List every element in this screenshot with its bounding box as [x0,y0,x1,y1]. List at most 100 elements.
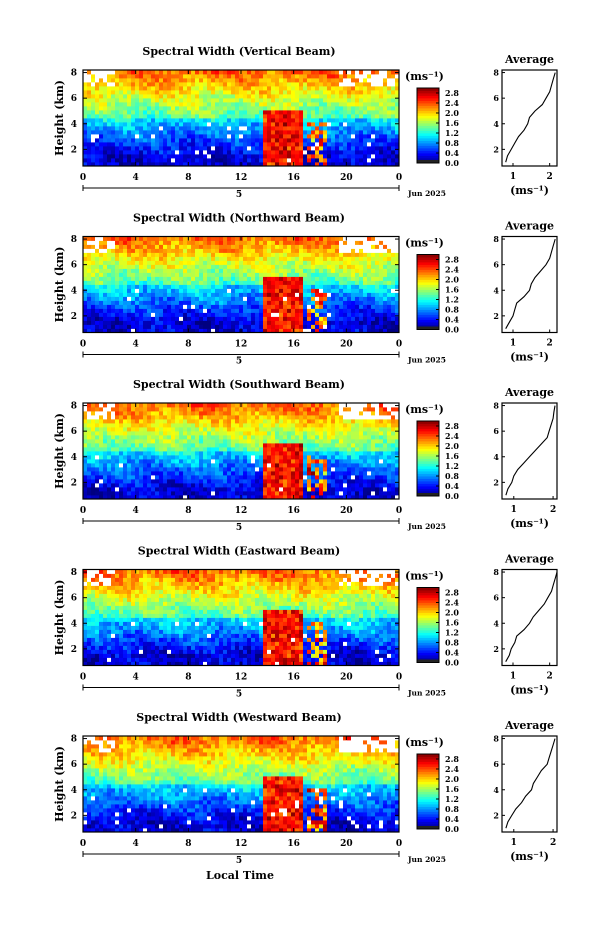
heatmap-cell [395,284,400,289]
heatmap-cell [159,150,164,155]
heatmap-cell [339,162,344,167]
heatmap-cell [95,118,100,123]
heatmap-cell [179,300,184,305]
heatmap-cell [371,296,376,301]
heatmap-cell [211,419,216,424]
heatmap-cell [251,248,256,253]
heatmap-cell [379,260,384,265]
heatmap-cell [135,130,140,135]
heatmap-cell [179,491,184,496]
heatmap-cell [319,280,324,285]
heatmap-cell [155,407,160,412]
heatmap-cell [159,316,164,321]
heatmap-cell [131,328,136,333]
heatmap-cell [147,82,152,87]
heatmap-cell [219,90,224,95]
heatmap-cell [339,98,344,103]
heatmap-cell [203,296,208,301]
heatmap-cell [239,300,244,305]
heatmap-cell [167,471,172,476]
heatmap-cell [191,110,196,115]
heatmap-cell [335,248,340,253]
profile-y-tick-label: 4 [493,285,499,295]
heatmap-cell [331,324,336,329]
heatmap-cell [95,98,100,103]
heatmap-cell [167,491,172,496]
heatmap-cell [323,98,328,103]
heatmap-cell [215,106,220,111]
heatmap-cell [131,411,136,416]
heatmap-cell [275,98,280,103]
heatmap-cell [199,74,204,79]
heatmap-cell [115,284,120,289]
heatmap-cell [227,102,232,107]
heatmap-cell [119,146,124,151]
heatmap-cell [99,82,104,87]
heatmap-cell [303,150,308,155]
heatmap-cell [203,423,208,428]
heatmap-cell [83,423,88,428]
heatmap-cell [331,276,336,281]
heatmap-cell [91,292,96,297]
heatmap-cell [167,114,172,119]
heatmap-cell [123,312,128,317]
heatmap-cell [355,256,360,261]
heatmap-cell [371,288,376,293]
heatmap-cell [351,142,356,147]
heatmap-cell [295,78,300,83]
heatmap-cell [219,296,224,301]
heatmap-cell [335,272,340,277]
heatmap-cell [267,98,272,103]
heatmap-cell [103,114,108,119]
heatmap-cell [383,328,388,333]
heatmap-cell [395,118,400,123]
heatmap-cell [379,98,384,103]
heatmap-cell [279,248,284,253]
heatmap-cell [103,264,108,269]
heatmap-cell [383,162,388,167]
heatmap-cell [391,256,396,261]
heatmap-cell [143,288,148,293]
heatmap-cell [111,308,116,313]
heatmap-cell [119,296,124,301]
heatmap-cell [347,130,352,135]
heatmap-cell [271,260,276,265]
heatmap-cell [367,328,372,333]
heatmap-cell [331,78,336,83]
heatmap-cell [319,94,324,99]
heatmap-cell [119,439,124,444]
heatmap-cell [303,252,308,257]
heatmap-cell [103,459,108,464]
heatmap-cell [115,252,120,257]
heatmap-cell [211,98,216,103]
heatmap-cell [147,447,152,452]
heatmap-cell [383,90,388,95]
heatmap-cell [187,479,192,484]
heatmap-cell [387,308,392,313]
heatmap-cell [275,324,280,329]
heatmap-cell [347,114,352,119]
heatmap-cell [223,94,228,99]
heatmap-cell [231,316,236,321]
heatmap-cell [207,110,212,115]
heatmap-cell [295,134,300,139]
heatmap-cell [95,324,100,329]
heatmap-cell [115,487,120,492]
colorbar-swatch [417,254,439,258]
heatmap-cell [215,447,220,452]
heatmap-cell [107,252,112,257]
heatmap-cell [367,248,372,253]
heatmap-cell [199,455,204,460]
heatmap-cell [303,292,308,297]
heatmap-cell [339,328,344,333]
heatmap-cell [195,78,200,83]
heatmap-cell [275,106,280,111]
heatmap-cell [235,114,240,119]
heatmap-cell [131,146,136,151]
heatmap-cell [259,260,264,265]
heatmap-cell [203,443,208,448]
heatmap-cell [291,240,296,245]
heatmap-cell [251,118,256,123]
heatmap-cell [191,320,196,325]
heatmap-cell [243,320,248,325]
